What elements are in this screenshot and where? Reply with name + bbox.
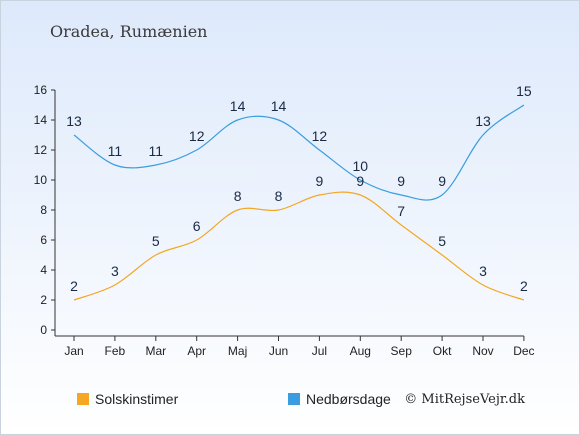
data-label-rain-days: 14 <box>271 98 287 114</box>
y-tick-label: 12 <box>34 143 48 157</box>
x-tick-label: Okt <box>433 344 452 358</box>
data-label-sunshine: 2 <box>520 278 528 294</box>
data-label-sunshine: 7 <box>397 203 405 219</box>
y-tick-label: 8 <box>40 203 47 217</box>
chart-axes: 0 2 4 6 8 10 12 14 16 Jan Feb Mar Apr Maj Jun Jul Aug Sep… <box>34 83 535 358</box>
data-label-sunshine: 5 <box>152 233 160 249</box>
data-label-sunshine: 3 <box>479 263 487 279</box>
y-tick-label: 0 <box>40 323 47 337</box>
x-tick-label: Dec <box>513 344 534 358</box>
legend-swatch-sunshine <box>77 393 89 405</box>
data-label-rain-days: 13 <box>475 113 491 129</box>
x-tick-label: Jun <box>269 344 288 358</box>
data-label-rain-days: 9 <box>397 173 405 189</box>
data-label-sunshine: 9 <box>316 173 324 189</box>
data-label-sunshine: 8 <box>234 188 242 204</box>
data-label-sunshine: 5 <box>438 233 446 249</box>
y-tick-label: 6 <box>40 233 47 247</box>
x-tick-label: Sep <box>391 344 413 358</box>
chart-title: Oradea, Rumænien <box>50 22 207 41</box>
data-label-sunshine: 9 <box>356 173 364 189</box>
x-tick-label: Jan <box>64 344 83 358</box>
data-label-rain-days: 12 <box>189 128 205 144</box>
x-tick-label: Nov <box>472 344 493 358</box>
data-label-rain-days: 10 <box>353 158 369 174</box>
data-label-sunshine: 2 <box>70 278 78 294</box>
y-tick-label: 14 <box>34 113 48 127</box>
legend-label-sunshine: Solskinstimer <box>95 391 179 407</box>
series-line-rain-days <box>73 104 525 201</box>
series-line-sunshine <box>73 191 525 301</box>
credit-text: © MitRejseVejr.dk <box>404 392 525 407</box>
data-label-sunshine: 8 <box>275 188 283 204</box>
y-tick-label: 10 <box>34 173 48 187</box>
x-tick-label: Feb <box>105 344 126 358</box>
legend-swatch-rain-days <box>288 393 300 405</box>
x-tick-label: Apr <box>187 344 206 358</box>
y-tick-label: 16 <box>34 83 48 97</box>
data-label-rain-days: 14 <box>230 98 246 114</box>
x-tick-label: Mar <box>145 344 166 358</box>
legend-label-rain-days: Nedbørsdage <box>306 391 391 407</box>
data-label-rain-days: 12 <box>312 128 328 144</box>
x-tick-label: Maj <box>228 344 247 358</box>
chart-lines <box>73 104 525 301</box>
data-label-rain-days: 9 <box>438 173 446 189</box>
data-label-rain-days: 11 <box>149 143 164 159</box>
x-tick-label: Aug <box>350 344 371 358</box>
data-label-rain-days: 13 <box>66 113 82 129</box>
legend: Solskinstimer Nedbørsdage <box>77 391 391 407</box>
y-tick-label: 4 <box>40 263 47 277</box>
data-label-rain-days: 11 <box>108 143 123 159</box>
x-tick-label: Jul <box>312 344 327 358</box>
data-label-rain-days: 15 <box>516 83 532 99</box>
y-tick-label: 2 <box>40 293 47 307</box>
data-label-sunshine: 3 <box>111 263 119 279</box>
data-label-sunshine: 6 <box>193 218 201 234</box>
